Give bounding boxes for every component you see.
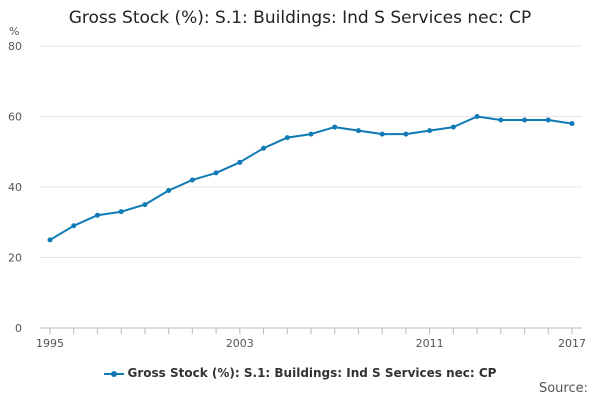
chart-title: Gross Stock (%): S.1: Buildings: Ind S S… [68, 8, 532, 28]
data-point [213, 170, 219, 176]
y-tick-label: 40 [8, 181, 22, 194]
data-point [545, 117, 551, 123]
data-point [355, 128, 361, 134]
data-point [379, 131, 385, 137]
data-point [284, 135, 290, 141]
legend-marker [103, 369, 124, 379]
legend-label: Gross Stock (%): S.1: Buildings: Ind S S… [127, 366, 497, 380]
data-point [71, 223, 77, 229]
y-tick-label: 80 [8, 40, 22, 53]
x-tick-label: 2011 [416, 337, 444, 350]
x-tick-label: 2003 [226, 337, 254, 350]
data-point [94, 212, 100, 218]
data-point [427, 128, 433, 134]
data-point [522, 117, 528, 123]
data-point [237, 159, 243, 165]
data-point [450, 124, 456, 130]
legend[interactable]: Gross Stock (%): S.1: Buildings: Ind S S… [0, 366, 600, 380]
data-point [118, 209, 124, 215]
data-point [474, 114, 480, 119]
data-point [569, 121, 575, 127]
y-axis-label: % [9, 25, 19, 38]
data-point [189, 177, 195, 183]
data-point [142, 202, 148, 208]
y-tick-label: 60 [8, 111, 22, 124]
y-tick-label: 20 [8, 252, 22, 265]
source-label: Source: [538, 381, 588, 396]
data-point [403, 131, 409, 137]
data-point [332, 124, 338, 130]
data-point [166, 188, 172, 194]
y-tick-label: 0 [15, 322, 22, 335]
data-point [261, 145, 267, 151]
x-tick-label: 1995 [36, 337, 64, 350]
data-point [498, 117, 504, 123]
data-point [47, 237, 53, 243]
x-tick-label: 2017 [558, 337, 586, 350]
data-point [308, 131, 314, 137]
